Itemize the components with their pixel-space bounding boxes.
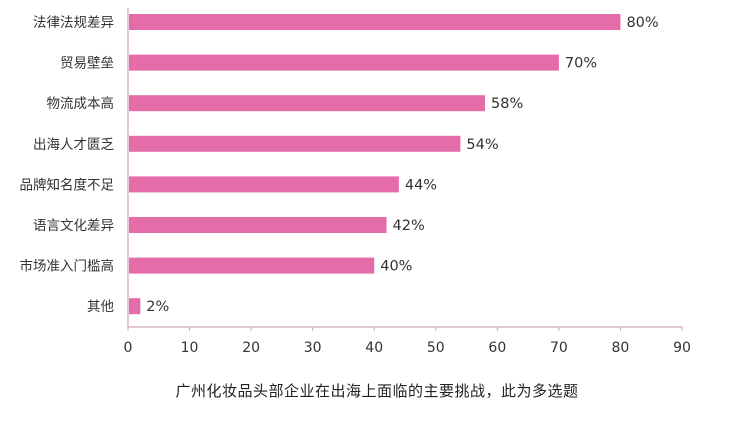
x-tick-label: 0 [124, 340, 133, 356]
bar [129, 217, 387, 233]
value-label: 80% [626, 15, 658, 31]
bar [129, 176, 399, 193]
category-label: 出海人才匮乏 [33, 137, 114, 153]
x-tick-label: 30 [304, 340, 322, 356]
x-tick-label: 10 [181, 340, 199, 356]
category-label: 其他 [87, 299, 114, 315]
value-label: 42% [393, 218, 425, 234]
bar [129, 135, 461, 152]
x-tick-label: 50 [427, 340, 445, 356]
x-tick-label: 40 [365, 340, 383, 356]
category-label: 语言文化差异 [33, 218, 114, 234]
value-label: 70% [565, 56, 597, 72]
value-label: 58% [491, 96, 523, 112]
bar [129, 95, 486, 112]
category-label: 市场准入门槛高 [20, 258, 115, 275]
x-tick-label: 60 [488, 340, 506, 356]
bar [129, 54, 559, 71]
chart-caption: 广州化妆品头部企业在出海上面临的主要挑战，此为多选题 [175, 382, 579, 400]
category-label: 法律法规差异 [33, 15, 114, 31]
value-label: 2% [146, 299, 169, 315]
value-label: 40% [380, 259, 412, 275]
category-label: 贸易壁垒 [60, 56, 114, 72]
bar-chart: 0 10 20 30 40 50 60 70 80 90 法律法规差异 80% 贸易壁垒 70% 物流成本高… [20, 8, 691, 356]
value-label: 54% [466, 137, 498, 153]
bar [129, 257, 375, 274]
x-tick-label: 90 [673, 340, 691, 356]
bar [129, 298, 141, 315]
bar [129, 14, 621, 30]
category-label: 物流成本高 [47, 95, 115, 112]
value-label: 44% [405, 177, 437, 193]
x-tick-label: 80 [612, 340, 630, 356]
category-label: 品牌知名度不足 [20, 176, 115, 193]
x-tick-label: 20 [242, 340, 260, 356]
x-tick-label: 70 [550, 340, 568, 356]
